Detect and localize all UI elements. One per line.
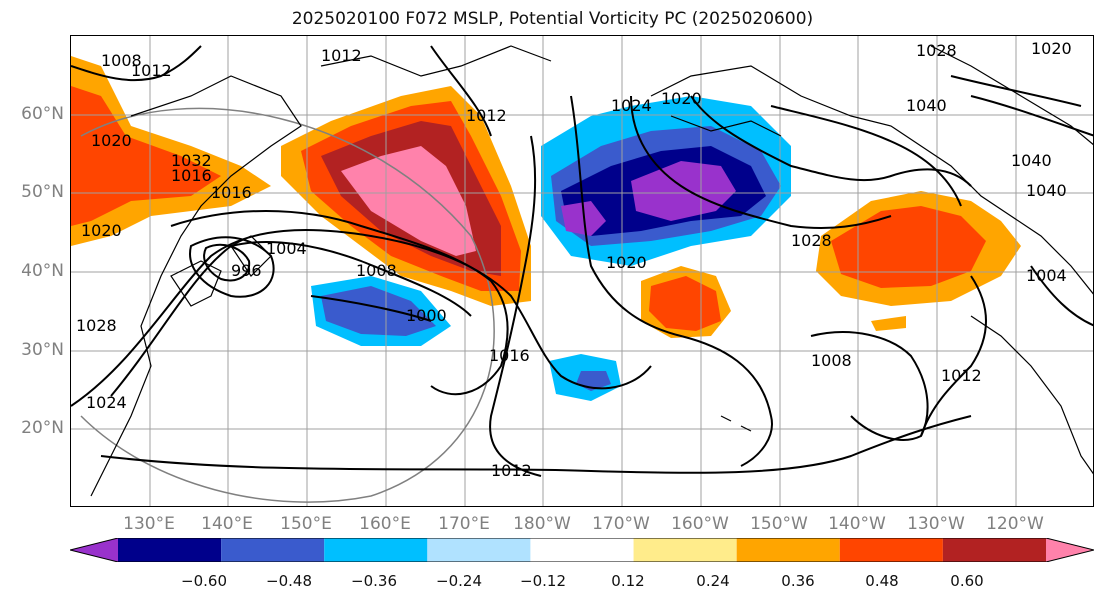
range-ring <box>80 107 495 503</box>
lon-label: 150°W <box>750 514 808 534</box>
isobar-label: 1032 <box>171 151 212 170</box>
isobar-label: 1012 <box>466 106 507 125</box>
isobar-label: 1020 <box>81 221 122 240</box>
isobar-label: 1020 <box>661 89 702 108</box>
isobars <box>71 45 1093 477</box>
colorbar-segment <box>633 538 737 562</box>
colorbar-tick-label: −0.12 <box>520 572 566 590</box>
isobar-label: 1012 <box>321 46 362 65</box>
isobar-label: 1012 <box>941 366 982 385</box>
pv-negative-dateline-core <box>631 161 736 221</box>
isobar-label: 1020 <box>1031 39 1072 58</box>
lon-label: 140°W <box>828 514 886 534</box>
isobar-label: 1004 <box>266 239 307 258</box>
lon-label: 160°E <box>359 514 411 534</box>
isobar-label: 1004 <box>1026 266 1067 285</box>
colorbar-tick-label: 0.48 <box>865 572 899 590</box>
isobar-label: 1040 <box>906 96 947 115</box>
isobar-label: 1008 <box>811 351 852 370</box>
lat-label: 60°N <box>21 104 64 124</box>
isobar-label: 1000 <box>406 306 447 325</box>
colorbar-segment <box>530 538 634 562</box>
isobar-label: 1016 <box>171 166 212 185</box>
pv-positive-west-asia-core <box>71 86 221 226</box>
isobar-label: 1024 <box>611 96 652 115</box>
lon-label: 120°W <box>986 514 1044 534</box>
isobar-label: 1020 <box>606 253 647 272</box>
colorbar-segment <box>427 538 531 562</box>
colorbar-segment <box>942 538 1046 562</box>
pv-positive-subtropics-core <box>649 276 721 331</box>
lat-label: 20°N <box>21 418 64 438</box>
colorbar-tick-label: 0.12 <box>611 572 645 590</box>
colorbar-tick-label: 0.60 <box>950 572 984 590</box>
pv-negative-japan-core <box>321 286 436 336</box>
lat-label: 50°N <box>21 182 64 202</box>
lon-label: 180°W <box>513 514 571 534</box>
colorbar-tick-label: −0.36 <box>351 572 397 590</box>
isobar-label: 1040 <box>1011 151 1052 170</box>
lat-label: 30°N <box>21 340 64 360</box>
colorbar-segment <box>324 538 428 562</box>
isobar-label: 1040 <box>1026 181 1067 200</box>
colorbar-segment <box>736 538 840 562</box>
isobar-label: 1024 <box>86 393 127 412</box>
colorbar-segment <box>118 538 222 562</box>
isobar-label: 1016 <box>489 346 530 365</box>
colorbar-tick-label: −0.48 <box>266 572 312 590</box>
pv-positive-central-core <box>341 146 476 256</box>
lon-label: 150°E <box>280 514 332 534</box>
isobar-label: 1028 <box>791 231 832 250</box>
coastlines <box>90 45 1093 497</box>
colorbar-segment <box>1046 538 1094 562</box>
colorbar-tick-label: −0.24 <box>436 572 482 590</box>
isobar-label: 1016 <box>211 183 252 202</box>
pv-positive-east-core <box>831 206 986 288</box>
colorbar-tick-label: 0.24 <box>696 572 730 590</box>
lon-label: 170°W <box>592 514 650 534</box>
isobar-label: 1012 <box>491 461 532 480</box>
colorbar-tick-label: −0.60 <box>181 572 227 590</box>
map-panel: 1012 1008 1020 1012 1016 1024 1016 1020 … <box>70 35 1094 507</box>
lon-label: 140°E <box>201 514 253 534</box>
colorbar-segment <box>70 538 118 562</box>
lon-label: 160°W <box>671 514 729 534</box>
map-title: 2025020100 F072 MSLP, Potential Vorticit… <box>291 9 814 29</box>
pv-shading <box>71 56 1021 401</box>
pv-positive-east-small <box>871 316 906 331</box>
colorbar-tick-label: 0.36 <box>781 572 815 590</box>
lat-lon-grid <box>71 36 1093 506</box>
lon-label: 170°E <box>438 514 490 534</box>
lon-label: 130°W <box>907 514 965 534</box>
map-canvas: 1012 1008 1020 1012 1016 1024 1016 1020 … <box>71 36 1093 506</box>
isobar-label: 1008 <box>356 261 397 280</box>
isobar-label: 1028 <box>916 41 957 60</box>
colorbar-segment <box>221 538 325 562</box>
isobar-label: 1008 <box>101 51 142 70</box>
lat-label: 40°N <box>21 261 64 281</box>
isobar-label: 1028 <box>76 316 117 335</box>
colorbar-segment <box>839 538 943 562</box>
colorbar <box>70 538 1094 562</box>
isobar-labels: 1012 1008 1020 1012 1016 1024 1016 1020 … <box>76 39 1072 480</box>
isobar-label: 996 <box>231 261 262 280</box>
isobar-label: 1020 <box>91 131 132 150</box>
isobar-label: 1012 <box>131 61 172 80</box>
lon-label: 130°E <box>123 514 175 534</box>
